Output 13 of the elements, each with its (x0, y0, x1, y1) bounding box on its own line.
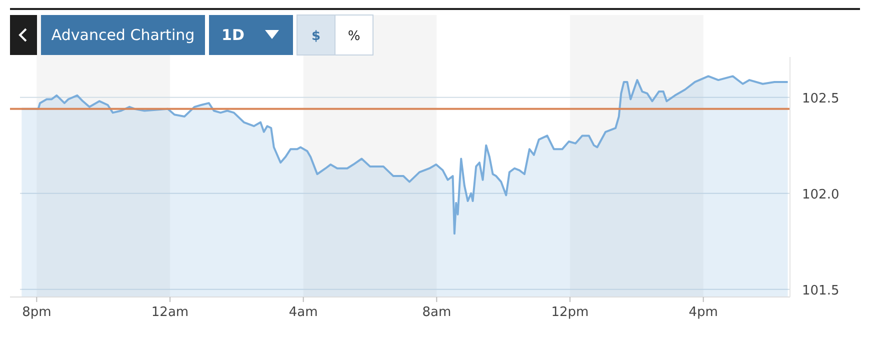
text: $ (311, 29, 321, 44)
text: Advanced Charting (51, 26, 195, 44)
x-tick-label: 4pm (688, 305, 718, 320)
y-tick-label: 102.0 (802, 187, 840, 202)
x-tick-label: 8pm (22, 305, 52, 320)
x-tick-label: 8am (422, 305, 452, 320)
x-tick-label: 4am (288, 305, 318, 320)
text: 1D (222, 26, 244, 44)
y-tick-label: 101.5 (802, 283, 840, 298)
x-tick-label: 12am (151, 305, 189, 320)
text: % (348, 29, 360, 44)
y-tick-label: 102.5 (802, 91, 840, 106)
x-tick-label: 12pm (551, 305, 589, 320)
